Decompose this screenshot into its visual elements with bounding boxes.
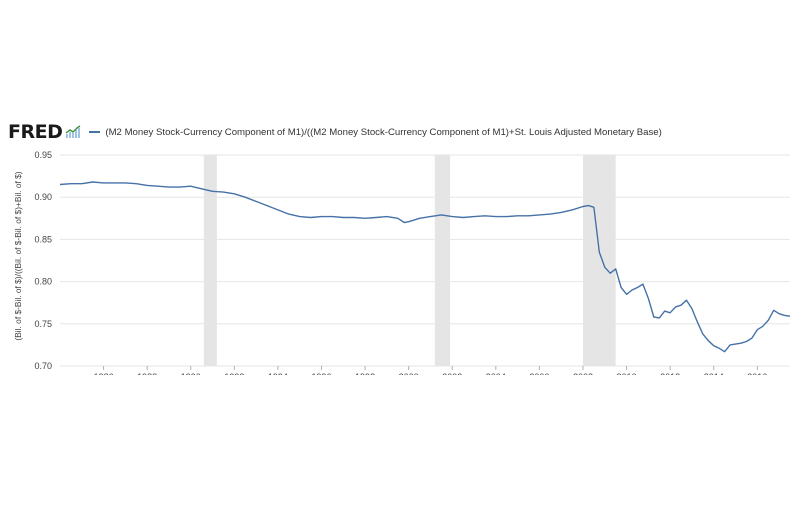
x-tick-label: 2014 xyxy=(704,372,724,375)
legend-swatch xyxy=(89,131,101,133)
recession-band xyxy=(203,155,217,366)
x-tick-label: 2010 xyxy=(617,372,637,375)
fred-logo[interactable]: FRED xyxy=(8,121,63,143)
x-tick-label: 1998 xyxy=(355,372,375,375)
x-tick-label: 1990 xyxy=(181,372,201,375)
x-tick-label: 2008 xyxy=(573,372,593,375)
y-tick-label: 0.80 xyxy=(34,277,52,287)
x-tick-label: 2012 xyxy=(660,372,680,375)
x-tick-label: 1996 xyxy=(311,372,331,375)
recession-band xyxy=(582,155,616,366)
x-tick-label: 1988 xyxy=(137,372,157,375)
series-layer xyxy=(59,181,791,353)
y-tick-label: 0.75 xyxy=(34,319,52,329)
x-tick-label: 1986 xyxy=(94,372,114,375)
x-tick-label: 1992 xyxy=(224,372,244,375)
recession-band xyxy=(434,155,451,366)
x-tick-label: 2004 xyxy=(486,372,506,375)
series-line xyxy=(59,181,791,353)
recession-bands xyxy=(203,155,616,366)
x-axis: 1986 1988 1990 1992 1994 1996 1998 2000 2002 2004… xyxy=(94,366,767,375)
fred-line-chart-icon xyxy=(65,125,81,138)
y-tick-label: 0.90 xyxy=(34,192,52,202)
y-tick-label: 0.95 xyxy=(34,150,52,160)
x-tick-label: 2000 xyxy=(399,372,419,375)
y-axis-title: (Bil. of $-Bil. of $)/((Bil. of $-Bil. o… xyxy=(13,171,23,340)
y-axis: 0.70 0.75 0.80 0.85 0.90 0.95 xyxy=(34,150,52,371)
legend-label[interactable]: (M2 Money Stock-Currency Component of M1… xyxy=(105,126,662,138)
chart-header: FRED (M2 Money Stock-Currency Component … xyxy=(8,121,792,143)
gridlines xyxy=(60,154,790,367)
x-tick-label: 1994 xyxy=(268,372,288,375)
y-tick-label: 0.70 xyxy=(34,361,52,371)
y-tick-label: 0.85 xyxy=(34,234,52,244)
x-tick-label: 2016 xyxy=(747,372,767,375)
x-tick-label: 2006 xyxy=(529,372,549,375)
line-chart: 0.70 0.75 0.80 0.85 0.90 0.95 1986 1988 1990 199… xyxy=(13,150,791,375)
x-tick-label: 2002 xyxy=(442,372,462,375)
